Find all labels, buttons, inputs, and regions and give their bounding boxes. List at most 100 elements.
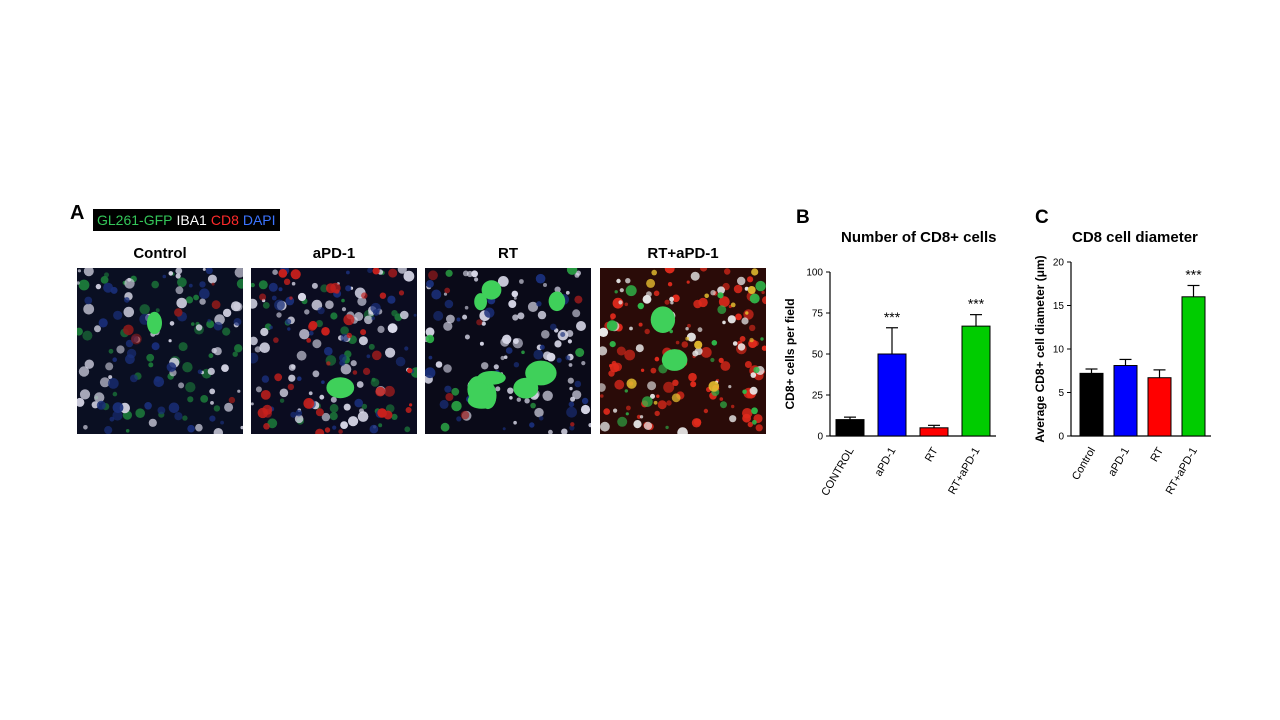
cell-blob [182, 415, 188, 421]
cell-blob [431, 289, 442, 300]
cell-blob [451, 400, 462, 412]
cell-blob [749, 337, 754, 343]
significance-label: *** [884, 309, 901, 325]
cell-blob [565, 355, 571, 361]
cell-blob [546, 352, 556, 362]
cell-blob [570, 422, 575, 427]
cell-blob [191, 322, 195, 326]
cell-blob [635, 344, 644, 353]
cell-blob [375, 386, 386, 397]
cell-blob [261, 375, 270, 383]
cell-blob [202, 268, 206, 271]
tumor-cell [548, 291, 566, 312]
cell-blob [542, 390, 553, 401]
cell-blob [443, 321, 453, 331]
cell-blob [151, 280, 159, 289]
cell-blob [654, 356, 660, 362]
cell-blob [446, 314, 455, 324]
cell-blob [609, 363, 620, 373]
cell-blob [341, 298, 345, 303]
cell-blob [319, 394, 325, 400]
cell-blob [536, 301, 542, 307]
cell-blob [358, 336, 368, 346]
cell-blob [211, 300, 221, 310]
cell-blob [185, 382, 196, 393]
cell-blob [704, 293, 709, 299]
cell-blob [741, 317, 749, 325]
cell-blob [703, 408, 709, 414]
cell-blob [123, 324, 134, 336]
cell-blob [222, 308, 232, 318]
cell-blob [299, 329, 310, 340]
cell-blob [686, 332, 696, 342]
cell-blob [653, 400, 658, 405]
cell-blob [251, 298, 258, 309]
tumor-cell [474, 293, 487, 311]
cell-blob [325, 283, 336, 294]
cell-blob [543, 283, 547, 287]
cell-blob [569, 425, 575, 431]
cell-blob [433, 310, 444, 321]
cell-blob [425, 334, 435, 344]
cell-blob [606, 320, 618, 331]
cell-blob [687, 323, 691, 328]
cell-blob [251, 282, 255, 288]
cell-blob [664, 299, 670, 305]
cell-blob [688, 372, 697, 382]
cell-blob [187, 396, 194, 403]
cell-blob [556, 357, 562, 363]
cell-blob [471, 270, 478, 278]
cell-blob [700, 347, 712, 358]
cell-blob [443, 292, 448, 296]
cell-blob [287, 383, 295, 391]
cell-blob [761, 290, 765, 295]
cell-blob [672, 294, 680, 303]
cell-blob [395, 356, 406, 367]
cell-blob [568, 401, 575, 408]
cell-blob [195, 324, 203, 331]
cell-blob [625, 285, 637, 297]
cell-blob [554, 286, 561, 293]
cell-blob [654, 410, 660, 417]
cell-blob [278, 287, 283, 292]
cell-blob [728, 385, 732, 389]
cell-blob [135, 408, 145, 418]
cell-blob [199, 281, 206, 288]
cell-blob [363, 367, 371, 375]
cell-blob [339, 359, 346, 366]
cell-blob [724, 268, 731, 275]
legend-gfp: GL261-GFP [97, 212, 173, 228]
cell-blob [572, 309, 581, 318]
cell-blob [251, 352, 259, 364]
cell-blob [148, 362, 154, 368]
cell-blob [297, 292, 307, 302]
cell-blob [297, 376, 302, 381]
bar [835, 419, 865, 437]
cell-blob [664, 268, 675, 274]
cell-blob [507, 387, 514, 394]
cell-blob [213, 321, 223, 331]
cell-blob [666, 400, 672, 406]
cell-blob [84, 296, 93, 305]
cell-blob [560, 332, 566, 337]
cell-blob [112, 391, 118, 397]
cell-blob [581, 397, 589, 405]
cell-blob [747, 286, 756, 294]
cell-blob [113, 310, 123, 320]
cell-blob [541, 330, 550, 339]
cell-blob [435, 361, 443, 368]
cell-blob [700, 268, 708, 272]
cell-blob [493, 364, 499, 370]
cell-blob [464, 334, 470, 340]
cell-blob [124, 278, 135, 289]
cell-blob [175, 286, 184, 295]
cell-blob [338, 429, 343, 434]
cell-blob [83, 425, 88, 430]
cell-blob [400, 310, 409, 320]
cell-blob [554, 340, 562, 348]
bar [961, 325, 991, 437]
micrograph-control-svg [77, 268, 243, 434]
cell-blob [315, 428, 325, 434]
x-tick-label: Control [1070, 446, 1098, 483]
cell-blob [95, 283, 102, 290]
